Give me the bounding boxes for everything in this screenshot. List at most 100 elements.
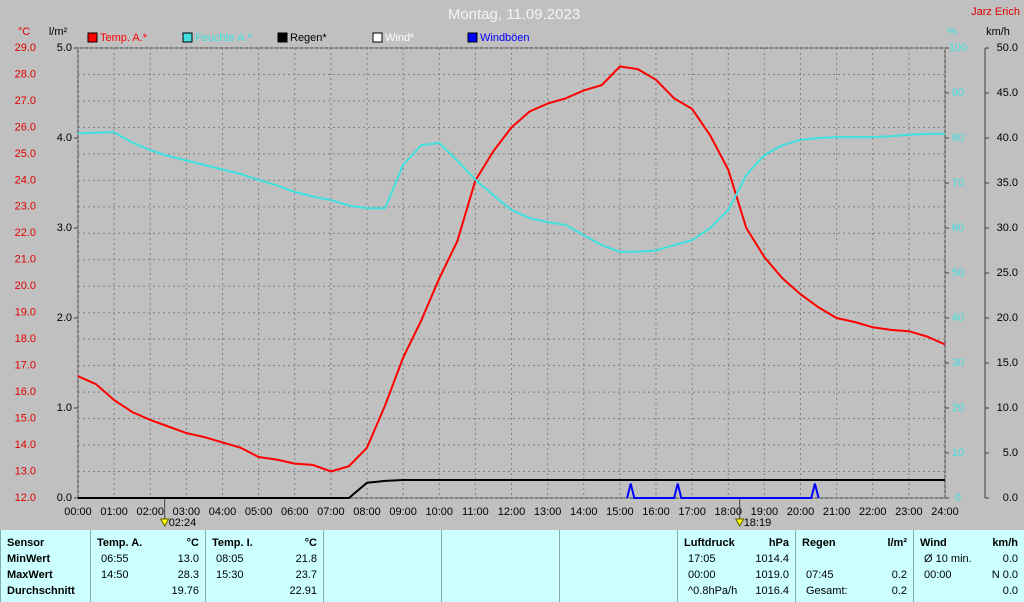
row-value: 21.8 xyxy=(295,553,317,565)
y3-tick-label: 3.0 xyxy=(57,222,72,234)
y2-tick-label: 10 xyxy=(952,447,964,459)
y-tick-label: 27.0 xyxy=(15,95,36,107)
chart: Montag, 11.09.2023 Jarz Erich °C l/m² % … xyxy=(15,6,1020,529)
y-tick-label: 16.0 xyxy=(15,386,36,398)
sun-icon xyxy=(734,518,745,528)
x-tick-label: 00:00 xyxy=(64,506,92,518)
y-tick-label: 26.0 xyxy=(15,121,36,133)
row-time: 06:55 xyxy=(101,553,129,565)
row-value: 0.2 xyxy=(891,569,907,581)
row-time: 17:05 xyxy=(688,553,716,565)
y2-tick-label: 40 xyxy=(952,312,964,324)
row-value: 0.0 xyxy=(1002,585,1018,597)
column-header: Temp. A. xyxy=(97,537,143,549)
y-tick-label: 29.0 xyxy=(15,42,36,54)
table-cell xyxy=(559,530,677,602)
y3-tick-label: 2.0 xyxy=(57,312,72,324)
series-line xyxy=(626,483,820,499)
y-tick-label: 17.0 xyxy=(15,360,36,372)
y-tick-label: 21.0 xyxy=(15,254,36,266)
y4-tick-label: 0.0 xyxy=(1003,492,1018,504)
x-tick-label: 13:00 xyxy=(534,506,562,518)
x-tick-label: 01:00 xyxy=(100,506,128,518)
x-tick-label: 11:00 xyxy=(462,506,489,518)
x-tick-label: 15:00 xyxy=(606,506,634,518)
legend-label: Temp. A.* xyxy=(100,32,148,44)
x-tick-label: 18:00 xyxy=(714,506,742,518)
y2-tick-label: 80 xyxy=(952,132,964,144)
x-tick-label: 14:00 xyxy=(570,506,598,518)
x-tick-label: 21:00 xyxy=(823,506,851,518)
column-header: Sensor xyxy=(7,537,45,549)
row-value: 23.7 xyxy=(295,569,317,581)
x-tick-label: 19:00 xyxy=(751,506,779,518)
row-value: 19.76 xyxy=(171,585,199,597)
column-header: Wind xyxy=(920,537,947,549)
y4-tick-label: 35.0 xyxy=(997,177,1018,189)
row-time: Ø 10 min. xyxy=(924,553,972,565)
x-tick-label: 20:00 xyxy=(787,506,815,518)
x-tick-label: 09:00 xyxy=(389,506,417,518)
legend-swatch xyxy=(372,32,383,43)
y-tick-label: 23.0 xyxy=(15,201,36,213)
x-tick-label: 08:00 xyxy=(353,506,381,518)
column-header: Regen xyxy=(802,537,836,549)
x-tick-label: 07:00 xyxy=(317,506,345,518)
legend-label: Wind* xyxy=(385,32,415,44)
y4-tick-label: 40.0 xyxy=(997,132,1018,144)
y-tick-label: 22.0 xyxy=(15,227,36,239)
x-tick-label: 17:00 xyxy=(678,506,706,518)
legend-label: Feuchte A.* xyxy=(195,32,253,44)
row-time: 14:50 xyxy=(101,569,129,581)
legend-swatch xyxy=(467,32,478,43)
y-tick-label: 20.0 xyxy=(15,280,36,292)
row-label: Durchschnitt xyxy=(7,585,75,597)
stats-table: Sensor MinWert MaxWert Durchschnitt Temp. A.… xyxy=(0,530,1024,602)
row-value: 1019.0 xyxy=(755,569,789,581)
y2-tick-label: 0 xyxy=(955,492,961,504)
row-time: ^0.8hPa/h xyxy=(688,585,738,597)
row-time: Gesamt: xyxy=(806,585,848,597)
column-unit: hPa xyxy=(768,537,789,549)
y-tick-label: 24.0 xyxy=(15,174,36,186)
row-value: 1014.4 xyxy=(755,553,789,565)
x-tick-label: 23:00 xyxy=(895,506,923,518)
row-label: MaxWert xyxy=(7,569,53,581)
owner: Jarz Erich xyxy=(971,6,1020,18)
y-tick-label: 15.0 xyxy=(15,412,36,424)
column-header: Temp. I. xyxy=(212,537,253,549)
x-tick-label: 05:00 xyxy=(245,506,273,518)
y4-tick-label: 5.0 xyxy=(1003,447,1018,459)
y4-tick-label: 20.0 xyxy=(997,312,1018,324)
annotation-label: 18:19 xyxy=(744,517,772,529)
y2-tick-label: 90 xyxy=(952,87,964,99)
unit-y: °C xyxy=(18,26,30,38)
legend-swatch xyxy=(277,32,288,43)
y3-tick-label: 1.0 xyxy=(57,402,72,414)
row-value: 0.0 xyxy=(1002,553,1018,565)
y-tick-label: 18.0 xyxy=(15,333,36,345)
row-time: 07:45 xyxy=(806,569,834,581)
series-line xyxy=(77,65,946,473)
y4-tick-label: 25.0 xyxy=(997,267,1018,279)
table-column: Temp. A. °C 06:55 13.0 14:50 28.3 19.76 xyxy=(90,530,205,602)
y4-tick-label: 15.0 xyxy=(997,357,1018,369)
legend-swatch xyxy=(182,32,193,43)
table-column: Wind km/h Ø 10 min. 0.0 00:00 N 0.0 0.0 xyxy=(913,530,1024,602)
y2-tick-label: 100 xyxy=(949,42,967,54)
y2-tick-label: 70 xyxy=(952,177,964,189)
x-tick-label: 10:00 xyxy=(425,506,453,518)
chart-title: Montag, 11.09.2023 xyxy=(448,6,580,23)
y-tick-label: 13.0 xyxy=(15,465,36,477)
row-time: 15:30 xyxy=(216,569,244,581)
column-unit: °C xyxy=(304,537,317,549)
legend-swatch xyxy=(87,32,98,43)
column-unit: °C xyxy=(186,537,199,549)
legend-label: Windböen xyxy=(480,32,530,44)
y2-tick-label: 50 xyxy=(952,267,964,279)
row-value: 1016.4 xyxy=(755,585,789,597)
y-tick-label: 19.0 xyxy=(15,307,36,319)
row-value: 22.91 xyxy=(289,585,317,597)
sun-icon xyxy=(159,518,170,528)
